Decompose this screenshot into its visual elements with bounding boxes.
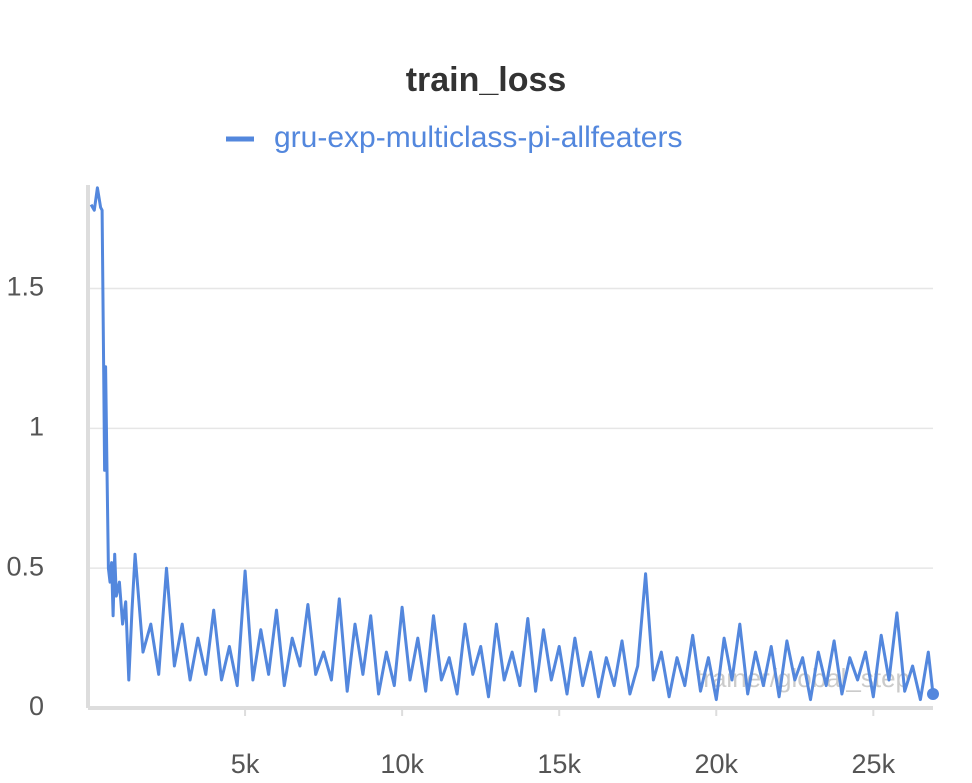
y-tick-label: 0 bbox=[29, 691, 44, 721]
x-tick-label: 20k bbox=[694, 749, 738, 779]
y-tick-label: 1.5 bbox=[6, 272, 44, 302]
x-tick-label: 15k bbox=[537, 749, 581, 779]
x-tick-label: 5k bbox=[231, 749, 260, 779]
y-tick-label: 0.5 bbox=[6, 551, 44, 581]
end-point bbox=[927, 688, 939, 701]
legend-label: gru-exp-multiclass-pi-allfeaters bbox=[274, 121, 682, 154]
chart-title: train_loss bbox=[406, 61, 567, 99]
line bbox=[89, 186, 935, 702]
y-tick-label: 1 bbox=[29, 411, 44, 441]
x-tick-label: 10k bbox=[380, 749, 424, 779]
x-tick-label: 25k bbox=[852, 749, 896, 779]
